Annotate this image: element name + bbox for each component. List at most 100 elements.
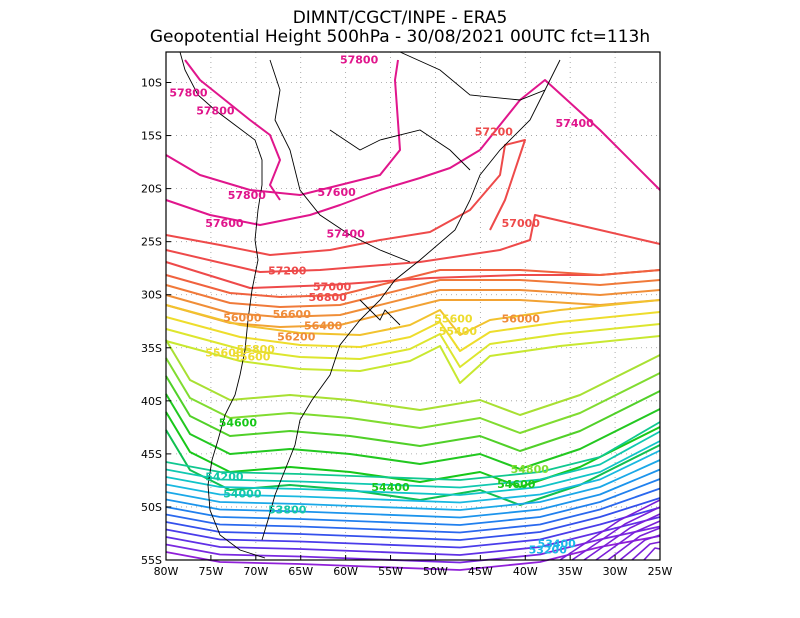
- contour-line: [165, 279, 661, 308]
- contour-label: 54000: [223, 487, 262, 500]
- contour-line: [165, 459, 661, 511]
- contour-label: 57400: [556, 117, 595, 130]
- contour-line: [165, 214, 661, 273]
- coastline-segment: [269, 59, 411, 263]
- title-line-2: Geopotential Height 500hPa - 30/08/2021 …: [150, 27, 650, 47]
- lat-tick-label: 45S: [141, 448, 162, 461]
- contour-label: 56000: [223, 311, 262, 324]
- contour-line: [165, 323, 661, 368]
- contour-label: 54800: [511, 463, 550, 476]
- contour-line: [165, 375, 661, 452]
- contour-label: 57000: [313, 280, 352, 293]
- coastline-segment: [359, 299, 401, 326]
- lat-tick-label: 40S: [141, 395, 162, 408]
- contour-line: [165, 468, 661, 519]
- contour-line: [165, 335, 661, 384]
- lat-tick-label: 15S: [141, 130, 162, 143]
- contour-line: [165, 497, 661, 541]
- contour-line: [165, 393, 661, 470]
- contour-line: [165, 299, 661, 328]
- contour-label: 55400: [439, 325, 478, 338]
- contour-label: 54600: [219, 416, 258, 429]
- lat-tick-label: 35S: [141, 342, 162, 355]
- coastline-segment: [329, 129, 471, 171]
- title-line-1: DIMNT/CGCT/INPE - ERA5: [293, 8, 508, 28]
- contour-line: [583, 513, 661, 561]
- contour-line: [165, 289, 661, 318]
- contour-label: 55600: [205, 346, 244, 359]
- contour-label: 53200: [529, 544, 568, 557]
- contour-line: [184, 59, 281, 201]
- lon-tick-label: 45W: [468, 565, 493, 578]
- lon-tick-label: 25W: [648, 565, 673, 578]
- lat-tick-label: 25S: [141, 236, 162, 249]
- contour-label: 56800: [309, 291, 348, 304]
- lon-tick-label: 50W: [423, 565, 448, 578]
- contour-label: 57200: [268, 265, 307, 278]
- contour-line: [165, 449, 661, 504]
- lon-tick-label: 65W: [288, 565, 313, 578]
- contour-label: 56400: [304, 320, 343, 333]
- contour-label: 56000: [502, 312, 541, 325]
- contour-label: 53800: [268, 503, 307, 516]
- lat-tick-label: 20S: [141, 183, 162, 196]
- contour-lines: [165, 59, 661, 571]
- map-frame: [165, 51, 661, 561]
- lon-tick-label: 70W: [243, 565, 268, 578]
- contour-line: [607, 527, 661, 561]
- lon-tick-label: 35W: [558, 565, 583, 578]
- lat-tick-label: 10S: [141, 77, 162, 90]
- coastline-segment: [261, 89, 546, 541]
- contour-label: 57800: [196, 104, 235, 117]
- contour-label: 54400: [371, 481, 410, 494]
- contour-label: 57800: [169, 86, 208, 99]
- contour-label: 55600: [232, 351, 271, 364]
- contour-line: [165, 269, 661, 298]
- contour-line: [165, 421, 661, 481]
- contour-line: [165, 478, 661, 526]
- contour-label: 55600: [434, 312, 473, 325]
- contour-label: 54600: [497, 478, 536, 491]
- contour-label: 56200: [277, 330, 316, 343]
- contour-line: [595, 520, 661, 561]
- contour-label: 55800: [237, 343, 276, 356]
- contour-line: [619, 534, 661, 561]
- lon-tick-label: 55W: [378, 565, 403, 578]
- contour-line: [165, 516, 661, 556]
- contour-label: 57800: [340, 53, 379, 66]
- contour-line: [165, 357, 661, 434]
- contour-line: [165, 440, 661, 496]
- contour-label: 57000: [502, 217, 541, 230]
- coastline-segment: [399, 51, 561, 101]
- contour-label: 57200: [475, 126, 514, 139]
- contour-line: [165, 139, 526, 256]
- contour-label: 57600: [318, 186, 357, 199]
- contour-label: 56600: [273, 308, 312, 321]
- contour-label: 57800: [228, 189, 267, 202]
- contour-line: [165, 525, 661, 564]
- coastlines: [179, 51, 561, 559]
- contour-line: [165, 339, 661, 416]
- contour-line: [571, 506, 661, 561]
- lat-tick-label: 30S: [141, 289, 162, 302]
- contour-line: [165, 311, 661, 352]
- contour-label: 57400: [326, 227, 365, 240]
- contour-line: [165, 149, 481, 226]
- lat-tick-label: 50S: [141, 501, 162, 514]
- lon-tick-label: 75W: [198, 565, 223, 578]
- contour-line: [479, 79, 661, 191]
- contour-line: [165, 487, 661, 534]
- contour-line: [165, 535, 661, 571]
- lon-tick-label: 30W: [603, 565, 628, 578]
- contour-line: [165, 430, 661, 489]
- contour-labels: 57800 57800 57800 57400 57200 57800 57600 57600…: [169, 53, 594, 556]
- contour-line: [559, 499, 661, 561]
- coastline-segment: [179, 51, 266, 559]
- contour-line: [165, 299, 661, 336]
- longitude-axis: 80W 75W 70W 65W 60W 55W 50W 45W 40W 35W 30W 25W: [154, 555, 673, 578]
- lon-tick-label: 40W: [513, 565, 538, 578]
- contour-label: 54200: [205, 470, 244, 483]
- contour-line: [631, 541, 661, 561]
- contour-line: [165, 59, 401, 196]
